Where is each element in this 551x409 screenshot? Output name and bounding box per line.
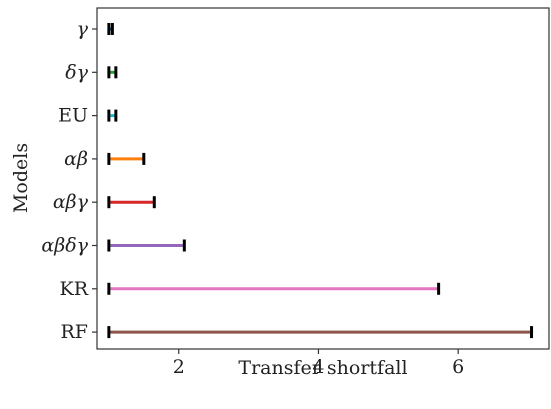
x-tick-label: 6 [452,356,464,378]
range-2 [107,109,118,122]
range-4 [107,196,156,209]
x-tick-label: 4 [312,356,324,378]
range-1 [107,66,118,79]
plot-frame [96,7,550,350]
range-6 [107,282,441,295]
range-5 [107,239,186,252]
range-bars [107,23,534,339]
range-7 [107,326,534,339]
x-tick-label: 2 [173,356,185,378]
range-3 [107,152,146,165]
x-ticks: 2 4 6 [173,349,464,378]
category-label: EU [58,105,88,127]
x-axis-label: Transfer shortfall [238,357,407,379]
category-label: αβδγ [41,235,88,257]
category-label: RF [61,321,89,343]
y-axis-label: Models [10,143,32,213]
category-label: KR [60,278,89,300]
category-label: αβγ [53,191,89,213]
category-label: γ [77,18,89,40]
category-labels: γ δγ EU αβ αβγ αβδγ KR RF [41,18,97,343]
range-0 [107,23,114,35]
category-label: αβ [64,148,88,170]
category-label: δγ [65,61,88,83]
